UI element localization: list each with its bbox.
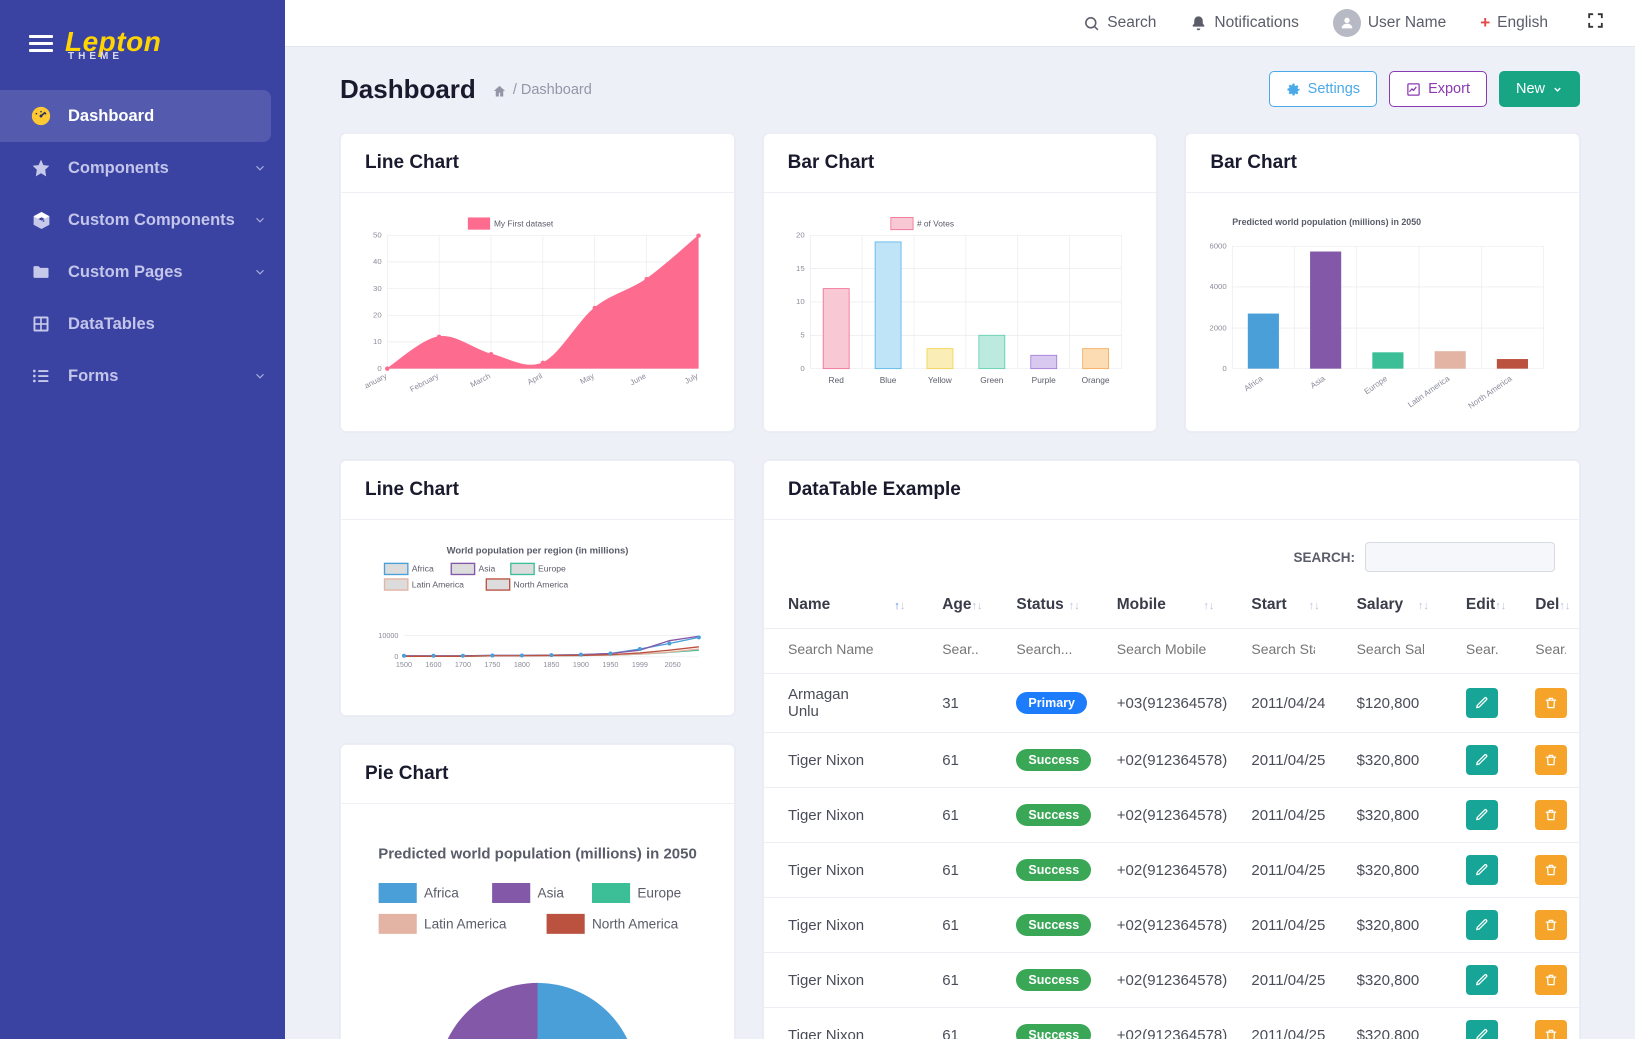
svg-text:Asia: Asia bbox=[538, 886, 565, 901]
svg-text:World population per region (i: World population per region (in millions… bbox=[447, 545, 629, 556]
svg-text:April: April bbox=[526, 371, 544, 386]
svg-text:Africa: Africa bbox=[412, 564, 434, 574]
svg-text:Predicted world population (mi: Predicted world population (millions) in… bbox=[1233, 217, 1422, 227]
svg-text:0: 0 bbox=[800, 364, 805, 373]
svg-text:40: 40 bbox=[373, 257, 382, 266]
svg-text:Blue: Blue bbox=[879, 375, 896, 385]
svg-text:Latin America: Latin America bbox=[1407, 374, 1453, 410]
svg-text:1900: 1900 bbox=[573, 660, 589, 669]
svg-text:1750: 1750 bbox=[484, 660, 500, 669]
svg-text:6000: 6000 bbox=[1210, 242, 1227, 251]
svg-text:Purple: Purple bbox=[1031, 375, 1055, 385]
svg-text:Europe: Europe bbox=[538, 564, 566, 574]
svg-text:January: January bbox=[365, 371, 388, 392]
svg-text:2000: 2000 bbox=[1210, 323, 1227, 332]
svg-text:15: 15 bbox=[796, 264, 805, 273]
svg-text:Predicted world population (mi: Predicted world population (millions) in… bbox=[378, 846, 697, 863]
svg-text:North America: North America bbox=[592, 916, 679, 931]
svg-text:30: 30 bbox=[373, 284, 382, 293]
svg-text:2050: 2050 bbox=[665, 660, 681, 669]
svg-text:1700: 1700 bbox=[455, 660, 471, 669]
svg-text:June: June bbox=[629, 371, 648, 387]
svg-text:# of Votes: # of Votes bbox=[917, 218, 954, 228]
svg-text:July: July bbox=[683, 371, 700, 385]
svg-text:Green: Green bbox=[980, 375, 1004, 385]
svg-text:10000: 10000 bbox=[378, 631, 398, 640]
svg-text:Africa: Africa bbox=[424, 886, 459, 901]
svg-text:20: 20 bbox=[373, 311, 382, 320]
svg-text:1950: 1950 bbox=[602, 660, 618, 669]
svg-text:50: 50 bbox=[373, 230, 382, 239]
svg-text:10: 10 bbox=[796, 297, 805, 306]
svg-text:0: 0 bbox=[1223, 364, 1228, 373]
svg-text:Orange: Orange bbox=[1081, 375, 1109, 385]
svg-text:10: 10 bbox=[373, 337, 382, 346]
svg-text:Asia: Asia bbox=[479, 564, 496, 574]
svg-text:1800: 1800 bbox=[514, 660, 530, 669]
svg-text:February: February bbox=[408, 371, 440, 394]
svg-text:Asia: Asia bbox=[1309, 374, 1327, 391]
svg-text:North America: North America bbox=[514, 579, 569, 589]
svg-text:20: 20 bbox=[796, 230, 805, 239]
svg-text:1600: 1600 bbox=[425, 660, 441, 669]
svg-text:Europe: Europe bbox=[637, 886, 681, 901]
svg-text:4000: 4000 bbox=[1210, 282, 1227, 291]
svg-text:March: March bbox=[469, 371, 492, 389]
svg-text:Latin America: Latin America bbox=[424, 916, 507, 931]
svg-text:My First dataset: My First dataset bbox=[494, 218, 554, 228]
svg-text:1850: 1850 bbox=[543, 660, 559, 669]
svg-text:May: May bbox=[579, 371, 596, 386]
svg-text:Yellow: Yellow bbox=[928, 375, 953, 385]
svg-text:Latin America: Latin America bbox=[412, 579, 464, 589]
svg-text:Red: Red bbox=[828, 375, 844, 385]
svg-text:Africa: Africa bbox=[1243, 374, 1265, 393]
svg-text:0: 0 bbox=[377, 364, 382, 373]
svg-text:1999: 1999 bbox=[632, 660, 648, 669]
svg-text:5: 5 bbox=[800, 331, 804, 340]
svg-text:1500: 1500 bbox=[396, 660, 412, 669]
svg-text:North America: North America bbox=[1467, 374, 1514, 411]
svg-text:Europe: Europe bbox=[1363, 374, 1390, 397]
